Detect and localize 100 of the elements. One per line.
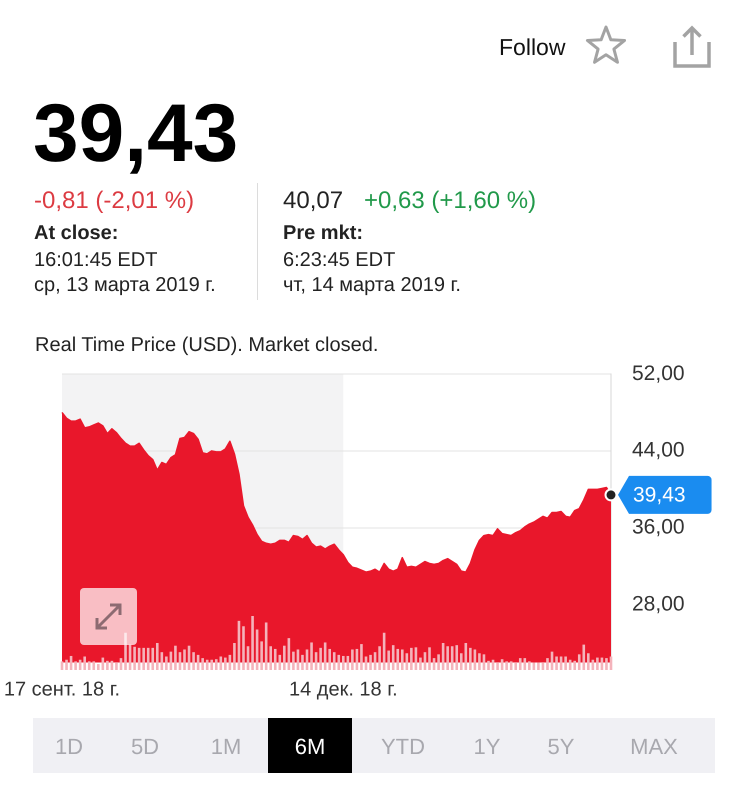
text: 39,43 bbox=[33, 88, 238, 179]
bar bbox=[578, 654, 581, 670]
bar bbox=[165, 656, 168, 670]
bar bbox=[442, 643, 444, 670]
bar bbox=[192, 652, 195, 670]
bar bbox=[251, 616, 254, 670]
bar bbox=[92, 661, 96, 670]
text: 1M bbox=[210, 734, 242, 760]
bar bbox=[210, 660, 214, 670]
bar bbox=[419, 658, 422, 670]
bar bbox=[600, 658, 604, 670]
bar bbox=[505, 661, 508, 670]
bar bbox=[214, 659, 218, 670]
bar bbox=[564, 656, 567, 670]
y-tick-label: 36,00 bbox=[632, 516, 685, 539]
text: 1Y bbox=[474, 734, 500, 760]
bar bbox=[573, 660, 576, 670]
bar bbox=[518, 658, 522, 670]
bar bbox=[387, 650, 390, 670]
bar bbox=[97, 664, 100, 670]
bar bbox=[542, 662, 544, 670]
bar bbox=[523, 658, 526, 670]
bar bbox=[560, 656, 562, 670]
bar bbox=[346, 656, 350, 670]
bar bbox=[292, 652, 295, 670]
text: Follow bbox=[499, 34, 566, 60]
bar bbox=[528, 661, 531, 670]
text: 40,07 bbox=[283, 186, 344, 214]
bar bbox=[260, 641, 263, 670]
bar bbox=[328, 648, 331, 670]
text: Pre mkt: bbox=[283, 222, 364, 244]
bar bbox=[174, 646, 177, 670]
bar bbox=[351, 649, 354, 670]
text: -0,81 (-2,01 %) bbox=[34, 186, 194, 214]
bar bbox=[110, 660, 114, 670]
bar bbox=[78, 660, 82, 670]
bar bbox=[592, 660, 594, 670]
bar bbox=[138, 648, 140, 670]
bar bbox=[156, 643, 159, 670]
bar bbox=[337, 654, 340, 670]
text: At close: bbox=[34, 222, 118, 244]
bar bbox=[478, 653, 481, 670]
bar bbox=[568, 660, 572, 670]
bar bbox=[532, 662, 536, 670]
bar bbox=[332, 652, 336, 670]
bar bbox=[102, 658, 104, 670]
bar bbox=[70, 656, 72, 670]
text: YTD bbox=[381, 734, 425, 760]
bar bbox=[115, 662, 118, 670]
bar bbox=[410, 648, 413, 670]
bar bbox=[374, 652, 376, 670]
x-tick-label: 14 дек. 18 г. bbox=[288, 678, 398, 701]
bar bbox=[450, 646, 454, 670]
bar bbox=[414, 647, 418, 670]
y-tick-label: 52,00 bbox=[632, 362, 685, 385]
y-tick-label: 44,00 bbox=[632, 438, 685, 462]
bar bbox=[283, 646, 286, 670]
bar bbox=[256, 630, 258, 670]
text: 6:23:45 EDT bbox=[283, 249, 396, 272]
bar bbox=[460, 653, 463, 670]
bar bbox=[382, 632, 386, 670]
x-tick-label: 17 сент. 18 г. bbox=[4, 678, 120, 701]
bar bbox=[88, 661, 91, 670]
bar bbox=[378, 646, 381, 670]
bar bbox=[555, 656, 558, 670]
bar bbox=[142, 648, 145, 670]
text: чт, 14 марта 2019 г. bbox=[283, 274, 461, 296]
bar bbox=[356, 648, 358, 670]
bar bbox=[464, 643, 468, 670]
bar bbox=[233, 643, 236, 670]
bar bbox=[406, 653, 408, 670]
bar bbox=[587, 653, 590, 670]
bar bbox=[106, 660, 109, 670]
bar bbox=[314, 652, 318, 670]
bar bbox=[296, 649, 300, 670]
bar bbox=[500, 659, 504, 670]
bar bbox=[582, 644, 586, 670]
bar bbox=[74, 661, 77, 670]
text: 16:01:45 EDT bbox=[34, 249, 158, 272]
bar bbox=[264, 622, 268, 670]
bar bbox=[274, 648, 277, 670]
y-tick-label: 28,00 bbox=[632, 592, 685, 616]
bar bbox=[437, 654, 440, 670]
bar bbox=[474, 649, 476, 670]
bar bbox=[596, 658, 599, 670]
bar bbox=[128, 644, 132, 670]
bar bbox=[228, 654, 232, 670]
bar bbox=[496, 662, 499, 670]
bar bbox=[278, 654, 282, 670]
bar bbox=[400, 649, 404, 670]
bar bbox=[146, 648, 150, 670]
text: 6M bbox=[294, 734, 326, 760]
bar bbox=[220, 656, 222, 670]
bar bbox=[392, 645, 395, 670]
bar bbox=[469, 648, 472, 670]
text: ср, 13 марта 2019 г. bbox=[34, 274, 216, 296]
text: MAX bbox=[630, 734, 678, 760]
text: 5D bbox=[130, 734, 160, 760]
bar bbox=[455, 645, 458, 670]
bar bbox=[319, 648, 322, 670]
